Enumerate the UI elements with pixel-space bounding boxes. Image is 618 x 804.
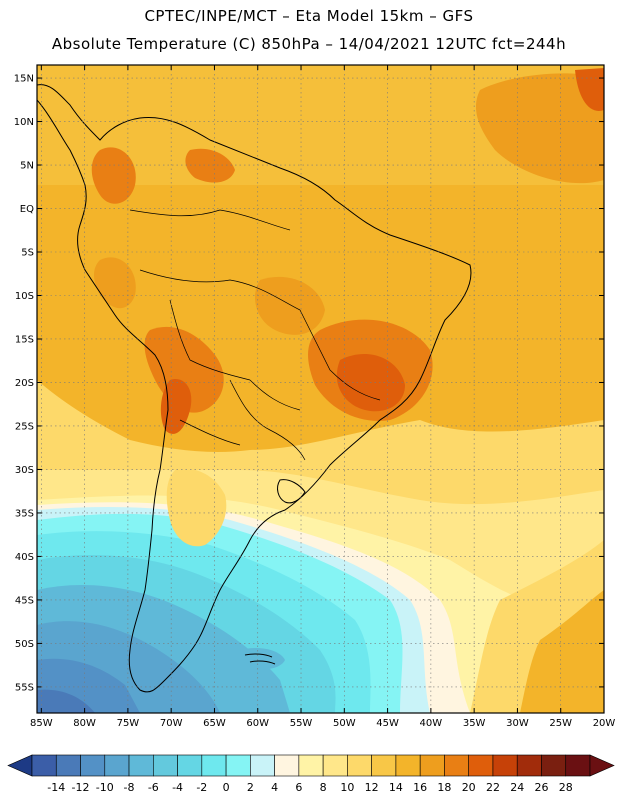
colorbar-swatch — [468, 754, 494, 777]
lon-label: 25W — [549, 718, 572, 729]
lat-label: 50S — [15, 639, 34, 650]
colorbar-arrow-left — [7, 754, 33, 777]
colorbar-label: -12 — [72, 781, 90, 794]
lat-label: 40S — [15, 552, 34, 563]
colorbar-swatch — [153, 754, 178, 777]
lat-label: 25S — [15, 421, 34, 432]
colorbar-swatch — [177, 754, 203, 777]
colorbar-swatch — [419, 754, 445, 777]
lon-label: 20W — [593, 718, 616, 729]
colorbar-label: 16 — [413, 781, 427, 794]
lat-label: EQ — [20, 204, 34, 215]
colorbar-label: 22 — [486, 781, 500, 794]
colorbar-label: 28 — [559, 781, 573, 794]
colorbar-swatch — [55, 754, 81, 777]
lon-label: 50W — [333, 718, 356, 729]
lon-label: 70W — [160, 718, 183, 729]
colorbar-arrow-right — [589, 754, 615, 777]
colorbar-swatch — [298, 754, 324, 777]
colorbar-swatch — [395, 754, 421, 777]
colorbar-label: -6 — [148, 781, 159, 794]
country-borders — [129, 209, 381, 461]
lat-label: 55S — [15, 682, 34, 693]
colorbar-swatch — [80, 754, 106, 777]
chart-title: CPTEC/INPE/MCT – Eta Model 15km – GFS — [144, 7, 474, 25]
colorbar-swatch — [541, 754, 567, 777]
lat-label: 5S — [21, 248, 34, 259]
lat-label: 10S — [15, 291, 34, 302]
lon-label: 60W — [246, 718, 269, 729]
colorbar-swatch — [322, 754, 348, 777]
colorbar-swatch — [31, 754, 57, 777]
colorbar-labels: -14 -12 -10 -8 -6 -4 -2 0 2 4 6 8 10 12 14 16 18 20 22 24 26… — [47, 781, 572, 794]
colorbar-label: 18 — [437, 781, 451, 794]
lon-label: 35W — [463, 718, 486, 729]
colorbar-label: -8 — [124, 781, 135, 794]
chart-subtitle: Absolute Temperature (C) 850hPa – 14/04/… — [51, 35, 567, 53]
lat-label: 10N — [14, 117, 34, 128]
colorbar-swatch — [225, 754, 251, 777]
lon-label: 80W — [73, 718, 96, 729]
lon-label: 45W — [376, 718, 399, 729]
colorbar-label: 20 — [462, 781, 476, 794]
colorbar-label: 12 — [365, 781, 379, 794]
colorbar-label: 26 — [534, 781, 548, 794]
colorbar-label: 2 — [247, 781, 254, 794]
colorbar-label: 10 — [340, 781, 354, 794]
colorbar-swatch — [565, 754, 591, 777]
colorbar-label: 8 — [320, 781, 327, 794]
lon-label: 55W — [290, 718, 313, 729]
colorbar-swatch — [104, 754, 130, 777]
lon-label: 40W — [420, 718, 443, 729]
colorbar-label: -4 — [172, 781, 183, 794]
colorbar-swatch — [371, 754, 397, 777]
colorbar-label: 14 — [389, 781, 403, 794]
lat-label: 15N — [14, 74, 34, 85]
lat-label: 30S — [15, 465, 34, 476]
lat-label: 5N — [20, 161, 34, 172]
lon-label: 65W — [203, 718, 226, 729]
colorbar-label: -10 — [96, 781, 114, 794]
colorbar-swatch — [201, 754, 227, 777]
lon-label: 85W — [30, 718, 53, 729]
map-frame — [36, 64, 605, 714]
temperature-field — [37, 65, 604, 713]
lat-label: 45S — [15, 595, 34, 606]
colorbar-swatch — [492, 754, 518, 777]
colorbar-label: 4 — [271, 781, 278, 794]
lat-label: 20S — [15, 378, 34, 389]
colorbar-swatch — [347, 754, 372, 777]
longitude-labels: 85W 80W 75W 70W 65W 60W 55W 50W 45W 40W 35W 30W 25W 2… — [30, 718, 615, 729]
lon-label: 30W — [506, 718, 529, 729]
colorbar-swatch — [250, 754, 275, 777]
colorbar-swatch — [516, 754, 542, 777]
colorbar — [7, 754, 615, 777]
colorbar-swatch — [128, 754, 154, 777]
colorbar-label: 24 — [510, 781, 524, 794]
colorbar-swatch — [274, 754, 300, 777]
colorbar-label: -14 — [47, 781, 65, 794]
lat-label: 35S — [15, 508, 34, 519]
lon-label: 75W — [117, 718, 140, 729]
colorbar-label: 6 — [295, 781, 302, 794]
coastline — [37, 84, 472, 693]
lat-label: 15S — [15, 334, 34, 345]
colorbar-label: -2 — [196, 781, 207, 794]
latitude-labels: 15N 10N 5N EQ 5S 10S 15S 20S 25S 30S 35S 40S 45S 50S 5… — [14, 74, 34, 694]
colorbar-label: 0 — [223, 781, 230, 794]
colorbar-swatch — [444, 754, 469, 777]
